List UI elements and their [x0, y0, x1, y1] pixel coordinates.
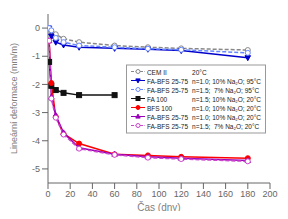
svg-text:Lineární deformace (mm/m): Lineární deformace (mm/m)	[9, 43, 19, 154]
svg-text:-4: -4	[32, 136, 40, 146]
svg-text:160: 160	[218, 189, 233, 199]
html-text:CEM II: CEM II	[146, 68, 167, 75]
html-text:n=1.5; 7% Na₂O; 20°C: n=1.5; 7% Na₂O; 20°C	[192, 122, 260, 129]
svg-text:20: 20	[65, 189, 75, 199]
svg-text:-5: -5	[32, 164, 40, 174]
svg-text:140: 140	[196, 189, 211, 199]
html-text:n=1.5; 7% Na₂O; 95°C: n=1.5; 7% Na₂O; 95°C	[192, 86, 260, 93]
svg-text:40: 40	[87, 189, 97, 199]
svg-text:-3: -3	[32, 108, 40, 118]
svg-text:0: 0	[35, 23, 40, 33]
svg-text:-2: -2	[32, 80, 40, 90]
svg-text:200: 200	[262, 189, 277, 199]
html-text:FA-BFS 25-75: FA-BFS 25-75	[146, 122, 189, 129]
html-text:n=1.0; 10% Na₂O; 95°C: n=1.0; 10% Na₂O; 95°C	[192, 77, 261, 84]
svg-text:0: 0	[45, 189, 50, 199]
html-text:FA 100: FA 100	[146, 95, 168, 102]
html-text:BFS 100: BFS 100	[146, 104, 173, 111]
html-text:FA-BFS 25-75: FA-BFS 25-75	[146, 77, 189, 84]
html-text:n=1.0; 10% Na₂O; 20°C: n=1.0; 10% Na₂O; 20°C	[192, 113, 261, 120]
svg-text:100: 100	[151, 189, 166, 199]
html-text:n=1.5; 10% Na₂O; 20°C: n=1.5; 10% Na₂O; 20°C	[192, 95, 261, 102]
svg-text:-1: -1	[32, 51, 40, 61]
svg-text:180: 180	[240, 189, 255, 199]
svg-text:Čas (dny): Čas (dny)	[137, 201, 180, 211]
html-text:20°C: 20°C	[192, 68, 207, 75]
svg-text:60: 60	[110, 189, 120, 199]
svg-text:120: 120	[174, 189, 189, 199]
svg-text:80: 80	[132, 189, 142, 199]
html-text:FA-BFS 25-75: FA-BFS 25-75	[146, 113, 189, 120]
html-text:FA-BFS 25-75: FA-BFS 25-75	[146, 86, 189, 93]
html-text:n=1.0; 10% Na₂O; 20°C: n=1.0; 10% Na₂O; 20°C	[192, 104, 261, 111]
